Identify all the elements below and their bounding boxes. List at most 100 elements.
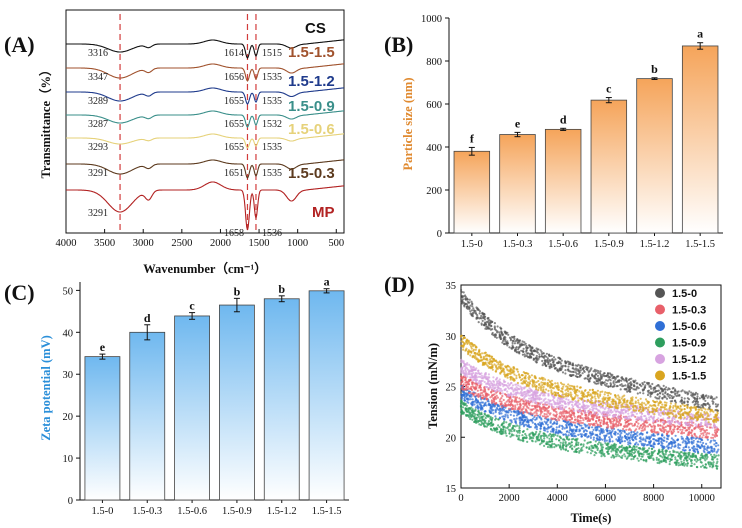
scatter-point-1.5-0.3 [514,406,517,409]
scatter-point-1.5-1.5 [608,396,612,399]
scatter-point-1.5-0.9 [577,447,580,450]
scatter-point-1.5-0.3 [533,404,536,407]
scatter-point-1.5-1.2 [676,420,679,424]
scatter-point-1.5-0.9 [651,452,655,455]
scatter-point-1.5-0.9 [515,430,519,433]
scatter-point-1.5-0.9 [471,418,474,421]
scatter-point-1.5-0.3 [671,423,675,426]
scatter-point-1.5-1.5 [488,354,491,357]
scatter-point-1.5-1.2 [579,406,582,410]
scatter-point-1.5-1.5 [624,405,627,408]
scatter-point-1.5-1.5 [509,369,512,372]
x-tick-label: 1.5-0.6 [177,506,207,517]
scatter-point-1.5-0 [460,288,463,292]
scatter-point-1.5-0.3 [662,428,666,431]
scatter-point-1.5-0.6 [695,443,699,446]
scatter-point-1.5-1.2 [581,401,585,404]
scatter-point-1.5-0.6 [469,398,472,401]
scatter-point-1.5-0.3 [501,406,504,409]
scatter-point-1.5-1.2 [709,413,712,416]
scatter-point-1.5-0.6 [688,449,691,452]
scatter-point-1.5-0.6 [558,431,561,434]
scatter-point-1.5-1.5 [683,408,686,411]
scatter-point-1.5-1.2 [528,397,531,400]
scatter-point-1.5-1.2 [604,406,608,409]
scatter-point-1.5-1.5 [583,399,586,402]
scatter-point-1.5-1.5 [515,374,518,377]
scatter-point-1.5-0.9 [669,453,672,456]
panel-a-spectra [66,39,345,231]
scatter-point-1.5-0.3 [631,424,634,427]
scatter-point-1.5-0.6 [564,420,567,423]
scatter-point-1.5-0.3 [527,407,530,410]
scatter-point-1.5-0.9 [475,417,478,420]
scatter-point-1.5-0.3 [673,426,676,429]
scatter-point-1.5-0.9 [578,451,581,454]
scatter-point-1.5-0.9 [607,452,610,455]
scatter-point-1.5-0.3 [534,414,537,417]
scatter-point-1.5-0.3 [678,425,681,428]
scatter-point-1.5-0.9 [460,408,463,411]
scatter-point-1.5-1.5 [508,365,511,368]
scatter-point-1.5-0.9 [699,465,703,468]
scatter-point-1.5-0.3 [635,420,638,423]
scatter-point-1.5-0.3 [578,422,581,425]
scatter-point-1.5-0.9 [578,450,581,453]
scatter-point-1.5-0.6 [468,394,471,397]
scatter-point-1.5-1.5 [541,390,544,393]
scatter-point-1.5-0.9 [672,451,675,454]
scatter-point-1.5-0.9 [558,435,561,438]
scatter-point-1.5-0.3 [501,394,504,398]
scatter-point-1.5-1.5 [678,407,682,410]
scatter-point-1.5-0 [665,397,669,400]
scatter-point-1.5-0.9 [492,427,495,430]
scatter-point-1.5-0.9 [538,432,541,435]
scatter-point-1.5-0.3 [661,427,664,430]
scatter-point-1.5-0.3 [579,416,582,419]
peak-label-amide-i: 1656 [224,72,244,83]
scatter-point-1.5-0.6 [513,418,516,421]
significance-letter: d [144,311,151,325]
scatter-point-1.5-0.6 [601,438,604,441]
scatter-point-1.5-0.3 [623,425,626,428]
scatter-point-1.5-0.9 [676,451,679,454]
scatter-point-1.5-0.9 [521,434,524,437]
scatter-point-1.5-1.5 [689,407,692,411]
scatter-point-1.5-0.3 [552,408,555,411]
scatter-point-1.5-1.2 [648,416,651,419]
scatter-point-1.5-1.5 [543,383,546,386]
scatter-point-1.5-1.2 [712,424,716,427]
scatter-point-1.5-1.2 [488,385,492,389]
significance-letter: c [189,299,195,313]
scatter-point-1.5-1.5 [467,340,470,343]
scatter-point-1.5-0.3 [587,416,590,419]
scatter-point-1.5-0.6 [539,425,542,428]
scatter-point-1.5-0.3 [657,423,660,426]
scatter-point-1.5-0.3 [541,415,545,418]
scatter-point-1.5-1.5 [598,394,602,397]
scatter-point-1.5-0.3 [609,421,612,424]
scatter-point-1.5-0.3 [677,430,680,434]
scatter-point-1.5-1.5 [537,379,540,383]
scatter-point-1.5-0.3 [479,384,482,387]
scatter-point-1.5-0.6 [483,402,486,405]
scatter-point-1.5-1.5 [527,385,530,388]
scatter-point-1.5-0.3 [465,388,468,391]
scatter-point-1.5-0.3 [592,418,595,421]
spectrum-line-1.5-1.2 [66,87,345,105]
scatter-point-1.5-1.5 [712,420,715,423]
scatter-point-1.5-0.3 [529,413,532,416]
scatter-point-1.5-1.5 [682,414,685,417]
scatter-point-1.5-0.6 [567,434,570,437]
scatter-point-1.5-0.9 [683,464,686,467]
scatter-point-1.5-1.2 [477,369,480,372]
scatter-point-1.5-0.6 [616,432,620,435]
scatter-point-1.5-1.5 [578,390,581,393]
scatter-point-1.5-0.9 [585,446,588,449]
scatter-point-1.5-0.3 [705,429,708,432]
scatter-point-1.5-0.9 [677,461,680,465]
scatter-point-1.5-0.9 [605,447,608,450]
scatter-point-1.5-1.5 [565,388,569,391]
scatter-point-1.5-1.2 [622,412,625,415]
